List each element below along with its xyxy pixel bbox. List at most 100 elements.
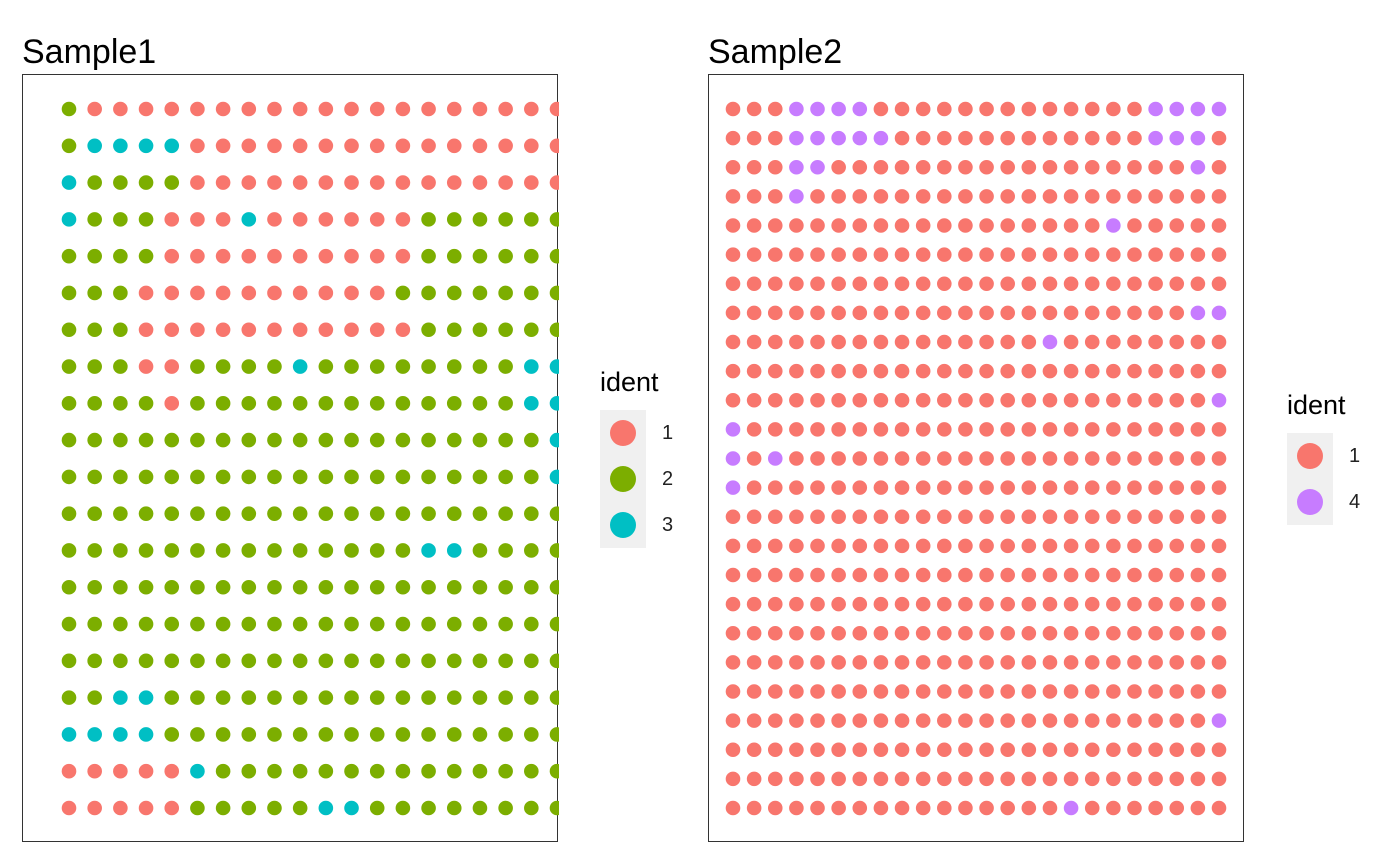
- legend-label-4: 4: [1349, 490, 1361, 513]
- spot-ident-2: [215, 727, 231, 742]
- spot-ident-1: [1021, 218, 1037, 233]
- spot-ident-1: [894, 159, 910, 175]
- spot-ident-1: [292, 322, 308, 338]
- spot-ident-1: [725, 596, 741, 612]
- spot-ident-2: [61, 138, 77, 154]
- spot-ident-1: [1021, 567, 1037, 583]
- spot-ident-1: [1063, 742, 1079, 758]
- spot-ident-1: [267, 175, 282, 190]
- legend-label-1: 1: [1349, 444, 1361, 467]
- spot-ident-1: [894, 218, 910, 233]
- spot-ident-1: [421, 175, 436, 190]
- spot-ident-2: [421, 727, 436, 742]
- spot-ident-2: [344, 469, 359, 485]
- spot-ident-1: [524, 101, 539, 117]
- spot-ident-4: [767, 451, 783, 466]
- spot-ident-1: [1148, 771, 1163, 787]
- spot-ident-1: [915, 101, 931, 117]
- spot-ident-1: [1127, 363, 1142, 379]
- spot-ident-1: [1211, 363, 1227, 379]
- spot-ident-1: [87, 101, 102, 117]
- spot-ident-2: [164, 616, 180, 632]
- spot-ident-1: [1169, 655, 1185, 670]
- spot-ident-1: [810, 392, 825, 408]
- spot-ident-1: [1021, 451, 1037, 466]
- spot-ident-1: [979, 334, 994, 350]
- spot-ident-1: [789, 305, 804, 321]
- spot-ident-1: [979, 392, 994, 408]
- spot-ident-2: [292, 763, 308, 779]
- spot-ident-1: [873, 392, 889, 408]
- spot-ident-1: [241, 285, 257, 301]
- spot-ident-1: [767, 305, 783, 321]
- spot-ident-1: [958, 218, 973, 233]
- spot-ident-2: [524, 322, 539, 338]
- spot-ident-1: [1042, 189, 1058, 204]
- spot-ident-2: [318, 359, 334, 374]
- spot-ident-1: [894, 451, 910, 466]
- spot-ident-2: [421, 248, 436, 264]
- legend-label-column: 1 2 3: [646, 410, 673, 548]
- spot-ident-1: [1000, 596, 1015, 612]
- spot-ident-2: [215, 579, 231, 595]
- spot-ident-1: [1127, 684, 1142, 699]
- spot-ident-4: [789, 159, 804, 175]
- spot-ident-2: [318, 579, 334, 595]
- spot-ident-2: [267, 579, 282, 595]
- spot-ident-1: [873, 305, 889, 321]
- spot-ident-1: [1063, 130, 1079, 146]
- spot-ident-1: [767, 800, 783, 816]
- spot-ident-1: [344, 248, 359, 264]
- spot-ident-1: [1084, 276, 1100, 292]
- spot-ident-1: [1084, 451, 1100, 466]
- spot-ident-1: [292, 138, 308, 154]
- spot-ident-1: [1127, 276, 1142, 292]
- spot-ident-1: [852, 218, 868, 233]
- spot-ident-1: [267, 101, 282, 117]
- spot-ident-1: [725, 509, 741, 525]
- spot-ident-1: [873, 247, 889, 262]
- spot-ident-1: [1169, 392, 1185, 408]
- spot-ident-1: [1169, 363, 1185, 379]
- spot-ident-2: [498, 690, 513, 705]
- spot-ident-1: [746, 363, 762, 379]
- spot-ident-2: [164, 727, 180, 742]
- spot-ident-1: [831, 771, 846, 787]
- spot-ident-1: [979, 422, 994, 437]
- legend-key-4: [1287, 479, 1333, 525]
- spot-ident-1: [1127, 101, 1142, 117]
- spot-ident-1: [746, 305, 762, 321]
- spot-ident-1: [1106, 713, 1121, 728]
- spot-ident-1: [344, 175, 359, 190]
- spot-ident-1: [767, 480, 783, 495]
- spot-ident-1: [1211, 771, 1227, 787]
- spot-ident-1: [1084, 625, 1100, 641]
- spot-ident-2: [87, 506, 102, 521]
- spot-ident-1: [852, 305, 868, 321]
- spot-ident-2: [472, 212, 488, 227]
- legend-keys-sample1: 1 2 3: [600, 410, 673, 548]
- spot-ident-1: [725, 771, 741, 787]
- spot-ident-2: [369, 616, 385, 632]
- spot-ident-1: [810, 363, 825, 379]
- spot-ident-1: [852, 422, 868, 437]
- spot-ident-1: [1148, 392, 1163, 408]
- spot-ident-1: [979, 684, 994, 699]
- spot-ident-1: [1042, 422, 1058, 437]
- spot-ident-1: [241, 322, 257, 338]
- spot-ident-1: [1000, 189, 1015, 204]
- legend-swatch-3: [610, 512, 636, 538]
- spot-ident-1: [113, 763, 128, 779]
- spot-ident-1: [1000, 247, 1015, 262]
- spot-ident-2: [395, 432, 411, 448]
- spot-ident-1: [61, 763, 77, 779]
- spot-ident-1: [789, 771, 804, 787]
- spot-ident-1: [767, 363, 783, 379]
- spot-ident-1: [1106, 189, 1121, 204]
- spot-ident-1: [292, 285, 308, 301]
- spot-ident-1: [318, 212, 334, 227]
- spot-ident-1: [810, 538, 825, 554]
- spot-ident-1: [767, 655, 783, 670]
- spot-ident-2: [498, 653, 513, 669]
- spot-ident-1: [1042, 218, 1058, 233]
